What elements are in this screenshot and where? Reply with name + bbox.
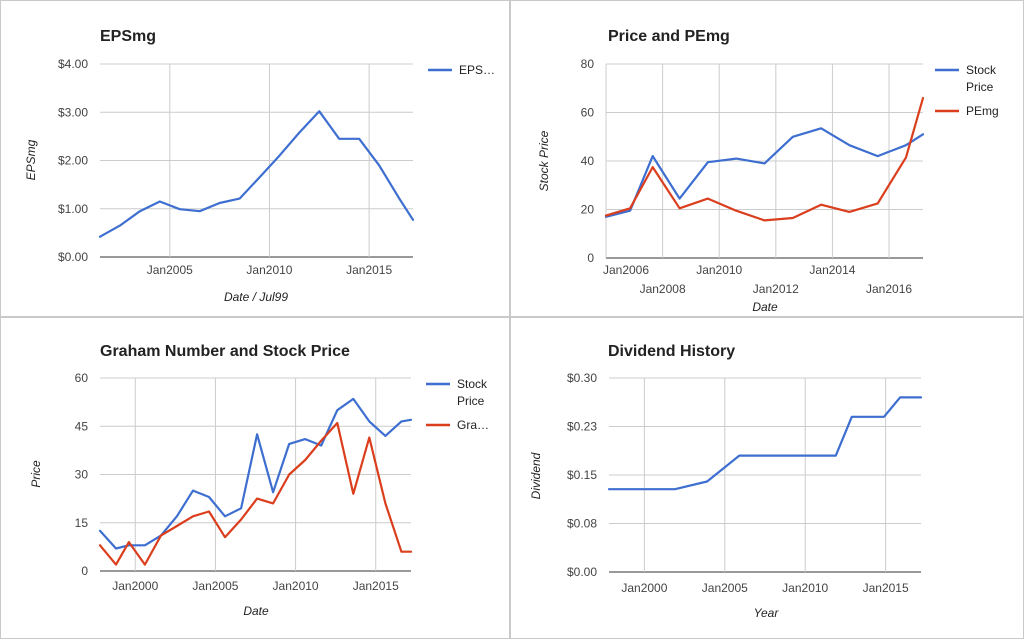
chart-title: EPSmg [100,28,156,45]
series-line-0 [604,127,925,218]
x-tick-label: Jan2008 [640,282,686,296]
chart-graham: Graham Number and Stock Price 015304560 … [29,343,489,618]
series-line-1 [604,96,925,222]
y-tick-label: 60 [581,106,595,120]
x-axis-label: Date / Jul99 [224,290,288,304]
chart-price-pemg: Price and PEmg 0 20 40 60 80 Jan2006 Jan2010 J… [537,28,999,314]
x-tick-label: Jan2014 [809,263,855,277]
chart-panel-epsmg: EPSmg $0.00 $1.00 $2.00 $3.00 $4.00 Jan2005 J… [0,0,509,316]
x-tick-label: Jan2015 [346,263,392,277]
x-tick-label: Jan2005 [147,263,193,277]
x-axis-label: Date [752,300,778,314]
y-tick-label: 45 [75,419,89,433]
x-tick-label: Jan2006 [603,263,649,277]
panel-divider-horizontal [0,316,1024,318]
x-tick-label: Jan2010 [246,263,292,277]
x-axis-label: Year [754,606,780,620]
chart-panel-dividend: Dividend History $0.00 $0.08 $0.15 $0.23 $0.… [511,318,1024,639]
y-tick-label: $2.00 [58,154,88,168]
x-tick-label: Jan2010 [273,579,319,593]
y-axis-label: EPSmg [24,139,38,180]
chart-epsmg: EPSmg $0.00 $1.00 $2.00 $3.00 $4.00 Jan2005 J… [24,28,495,304]
y-tick-label: $3.00 [58,105,88,119]
series-line-0 [98,397,413,550]
y-axis-label: Stock Price [537,130,551,191]
x-tick-label: Jan2012 [753,282,799,296]
y-tick-label: 30 [75,468,89,482]
x-tick-label: Jan2015 [353,579,399,593]
x-tick-label: Jan2000 [621,581,667,595]
series-line-1 [98,421,413,566]
legend-label: PEmg [966,104,999,118]
y-tick-label: $0.08 [567,517,597,531]
y-tick-label: 60 [75,371,89,385]
x-tick-label: Jan2000 [112,579,158,593]
x-tick-label: Jan2005 [702,581,748,595]
y-tick-label: 0 [587,251,594,265]
y-tick-label: 0 [81,564,88,578]
series-line-0 [607,396,923,491]
x-tick-label: Jan2015 [863,581,909,595]
x-axis-label: Date [243,604,269,618]
chart-dividend: Dividend History $0.00 $0.08 $0.15 $0.23 $0.… [529,343,923,620]
chart-title: Dividend History [608,343,735,360]
y-tick-label: $0.30 [567,371,597,385]
x-tick-label: Jan2010 [782,581,828,595]
chart-panel-price-pemg: Price and PEmg 0 20 40 60 80 Jan2006 Jan2010 J… [511,0,1024,316]
y-tick-label: $4.00 [58,57,88,71]
y-tick-label: 20 [581,203,595,217]
y-tick-label: $0.00 [58,250,88,264]
y-tick-label: $0.23 [567,420,597,434]
legend-label: EPS… [459,63,495,77]
y-tick-label: $0.00 [567,565,597,579]
x-tick-label: Jan2010 [696,263,742,277]
legend-label: Stock Price [457,377,488,408]
panel-divider-vertical [509,0,511,639]
y-tick-label: $0.15 [567,468,597,482]
x-tick-label: Jan2016 [866,282,912,296]
series-line-0 [98,110,415,238]
legend-label: Stock Price [966,63,997,94]
x-tick-label: Jan2005 [192,579,238,593]
y-tick-label: 15 [75,516,89,530]
y-axis-label: Price [29,460,43,488]
chart-title: Graham Number and Stock Price [100,343,350,360]
y-tick-label: 80 [581,57,595,71]
y-tick-label: 40 [581,154,595,168]
chart-title: Price and PEmg [608,28,730,45]
legend-label: Gra… [457,418,489,432]
y-axis-label: Dividend [529,452,543,499]
y-tick-label: $1.00 [58,202,88,216]
chart-panel-graham: Graham Number and Stock Price 0 15 30 45 60 … [0,318,509,639]
